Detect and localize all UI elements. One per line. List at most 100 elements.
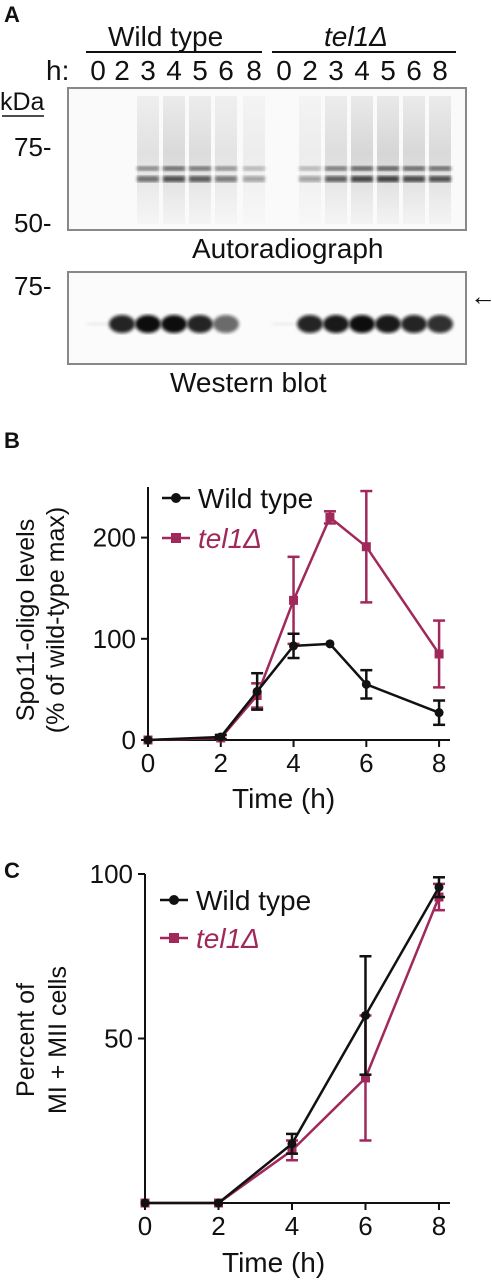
x-tick-label: 4 [285, 1211, 299, 1241]
lane-hour-tel1: 5 [380, 55, 396, 86]
gel-band [351, 166, 373, 171]
western-band [323, 315, 349, 333]
y-tick-label: 0 [122, 725, 136, 755]
panel-c-legend: Wild type tel1Δ [160, 885, 311, 954]
gel-band [215, 166, 237, 171]
legend-label-tel1: tel1Δ [198, 523, 262, 554]
legend-marker-wildtype [171, 493, 181, 503]
western-band [187, 315, 213, 333]
autoradiograph-lanes [137, 96, 451, 224]
gel-band [377, 166, 399, 171]
lane-hour-tel1: 8 [432, 55, 448, 86]
x-tick-label: 0 [141, 748, 155, 778]
gel-lane-smear [215, 96, 237, 224]
legend-label-wildtype-c: Wild type [196, 885, 311, 916]
x-tick-label: 2 [211, 1211, 225, 1241]
gel-band [137, 176, 159, 182]
gel-lane-smear [377, 96, 399, 224]
data-point-wildtype [325, 639, 335, 649]
data-point-tel1 [325, 512, 335, 522]
western-band [271, 322, 297, 326]
panel-c-xlabel: Time (h) [222, 1247, 325, 1278]
western-blot-bands [85, 315, 453, 333]
legend-marker-wildtype-c [169, 895, 179, 905]
western-blot-caption: Western blot [170, 367, 327, 398]
gel-band [429, 166, 451, 171]
arrow-icon: ← [470, 281, 492, 311]
y-tick-label: 100 [90, 859, 133, 889]
data-point-wildtype [360, 1010, 370, 1020]
panel-c-label: C [4, 858, 20, 883]
panel-c-ylabel-line2: MI + MII cells [44, 966, 72, 1114]
western-band [427, 315, 453, 333]
lane-hour-tel1: 4 [354, 55, 370, 86]
group-label-tel1: tel1Δ [324, 21, 388, 52]
data-point-wildtype [252, 686, 262, 696]
gel-band [163, 166, 185, 171]
x-tick-label: 8 [432, 748, 446, 778]
gel-band [351, 176, 373, 182]
y-tick-label: 50 [104, 1024, 133, 1054]
lane-hour-wildtype: 3 [140, 55, 156, 86]
data-point-wildtype [289, 641, 299, 651]
gel-lane-smear [325, 96, 347, 224]
gel-band [325, 166, 347, 171]
lane-hour-wildtype: 8 [246, 55, 262, 86]
western-band [135, 315, 161, 333]
western-band [349, 315, 375, 333]
western-band [375, 315, 401, 333]
lane-hour-tel1: 0 [276, 55, 292, 86]
gel-band [215, 176, 237, 182]
data-point-tel1 [360, 1073, 370, 1083]
gel-lane-smear [163, 96, 185, 224]
panel-b-ylabel-line1: Spo11-oligo levels [12, 519, 40, 721]
western-band [213, 315, 239, 333]
legend-marker-tel1-c [169, 933, 179, 943]
data-point-tel1 [289, 595, 299, 605]
gel-lane-smear [137, 96, 159, 224]
gel-lane-smear [299, 96, 321, 224]
y-tick-label: 100 [93, 624, 136, 654]
lane-hour-wildtype: 6 [218, 55, 234, 86]
panel-b-ylabel-line2: (% of wild-type max) [42, 507, 70, 733]
gel-band [163, 176, 185, 182]
lane-hour-wildtype: 0 [90, 55, 106, 86]
gel-band [429, 176, 451, 182]
data-point-wildtype [216, 732, 226, 742]
western-band [401, 315, 427, 333]
data-point-wildtype [140, 1198, 150, 1208]
lane-hour-wildtype: 4 [166, 55, 182, 86]
marker-75-western: 75- [14, 271, 52, 301]
lane-hour-tel1: 2 [302, 55, 318, 86]
panel-b-chart: 0 2 4 6 8 0 100 200 [93, 487, 450, 778]
panel-b-legend: Wild type tel1Δ [162, 483, 313, 554]
x-tick-label: 6 [359, 748, 373, 778]
marker-50-autorad: 50- [14, 208, 52, 238]
legend-label-tel1-c: tel1Δ [196, 923, 260, 954]
lane-hour-wildtype: 2 [114, 55, 130, 86]
panel-b-xlabel: Time (h) [232, 783, 335, 814]
x-tick-label: 0 [138, 1211, 152, 1241]
gel-band [189, 166, 211, 171]
panel-a-label: A [4, 2, 20, 27]
gel-band [299, 166, 321, 171]
data-point-wildtype [287, 1139, 297, 1149]
data-point-tel1 [434, 649, 444, 659]
marker-75-autorad: 75- [14, 132, 52, 162]
data-point-wildtype [361, 679, 371, 689]
kda-label: kDa [0, 88, 45, 116]
hours-prefix: h: [46, 55, 69, 86]
gel-band [137, 166, 159, 171]
gel-lane-smear [243, 96, 265, 224]
x-tick-label: 8 [432, 1211, 446, 1241]
panel-c-chart: 0 2 4 6 8 50 100 [90, 859, 450, 1241]
panel-b-ylabel: Spo11-oligo levels (% of wild-type max) [12, 507, 70, 733]
gel-band [243, 176, 265, 182]
data-point-wildtype [434, 708, 444, 718]
lane-hour-wildtype: 5 [192, 55, 208, 86]
group-label-wildtype: Wild type [108, 21, 223, 52]
data-point-wildtype [213, 1198, 223, 1208]
